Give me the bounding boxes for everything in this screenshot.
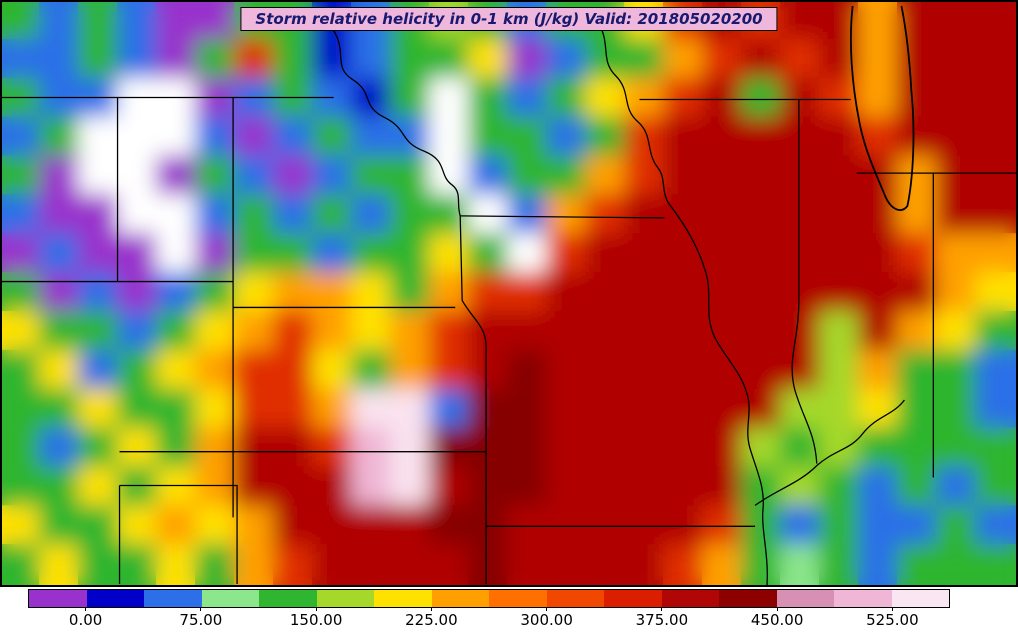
state-border <box>328 23 461 217</box>
colorbar-tick-label: 450.00 <box>750 611 804 629</box>
colorbar-tick <box>430 608 432 611</box>
title-box: Storm relative helicity in 0-1 km (J/kg)… <box>240 7 778 31</box>
colorbar-tick-label: 150.00 <box>289 611 343 629</box>
colorbar-tick-label: 375.00 <box>635 611 689 629</box>
colorbar-segment <box>144 590 202 607</box>
map-title: Storm relative helicity in 0-1 km (J/kg)… <box>255 10 763 28</box>
colorbar-tick <box>661 608 663 611</box>
colorbar-segment <box>834 590 892 607</box>
colorbar-segment <box>259 590 317 607</box>
colorbar-segment <box>891 590 949 607</box>
map-area: Storm relative helicity in 0-1 km (J/kg)… <box>0 0 1018 587</box>
state-borders-group <box>2 5 1016 585</box>
state-border <box>119 484 238 585</box>
colorbar-segment <box>374 590 432 607</box>
colorbar-segment <box>431 590 489 607</box>
colorbar-segment <box>719 590 777 607</box>
colorbar-tick-label: 0.00 <box>68 611 103 629</box>
colorbar-segment <box>201 590 259 607</box>
state-border <box>791 99 818 464</box>
colorbar-tick-label: 225.00 <box>405 611 458 629</box>
colorbar-segment <box>661 590 719 607</box>
colorbar-tick-label: 300.00 <box>520 611 573 629</box>
colorbar-labels: 0.00 75.00 150.00 225.00 300.00 375.00 450.00 5… <box>28 608 950 632</box>
colorbar-tick-label: 75.00 <box>179 611 223 629</box>
colorbar-segment <box>546 590 604 607</box>
colorbar-segment <box>776 590 834 607</box>
colorbar <box>28 589 950 608</box>
colorbar-segment <box>29 590 87 607</box>
helicity-field-map <box>2 2 1016 585</box>
lake-michigan-outline <box>850 5 915 211</box>
colorbar-segment <box>86 590 144 607</box>
colorbar-tick-label: 525.00 <box>866 611 919 629</box>
colorbar-segment <box>489 590 547 607</box>
field-layer <box>2 2 1016 585</box>
colorbar-tick <box>315 608 317 611</box>
state-border <box>460 215 665 219</box>
colorbar-tick <box>85 608 87 611</box>
colorbar-tick <box>891 608 893 611</box>
colorbar-segment <box>316 590 374 607</box>
colorbar-tick <box>776 608 778 611</box>
state-border <box>459 215 487 585</box>
colorbar-tick <box>546 608 548 611</box>
colorbar-tick <box>200 608 202 611</box>
state-border <box>754 399 905 506</box>
colorbar-segment <box>604 590 662 607</box>
state-border <box>597 21 768 585</box>
colorbar-area: 0.00 75.00 150.00 225.00 300.00 375.00 450.00 5… <box>0 587 1018 633</box>
